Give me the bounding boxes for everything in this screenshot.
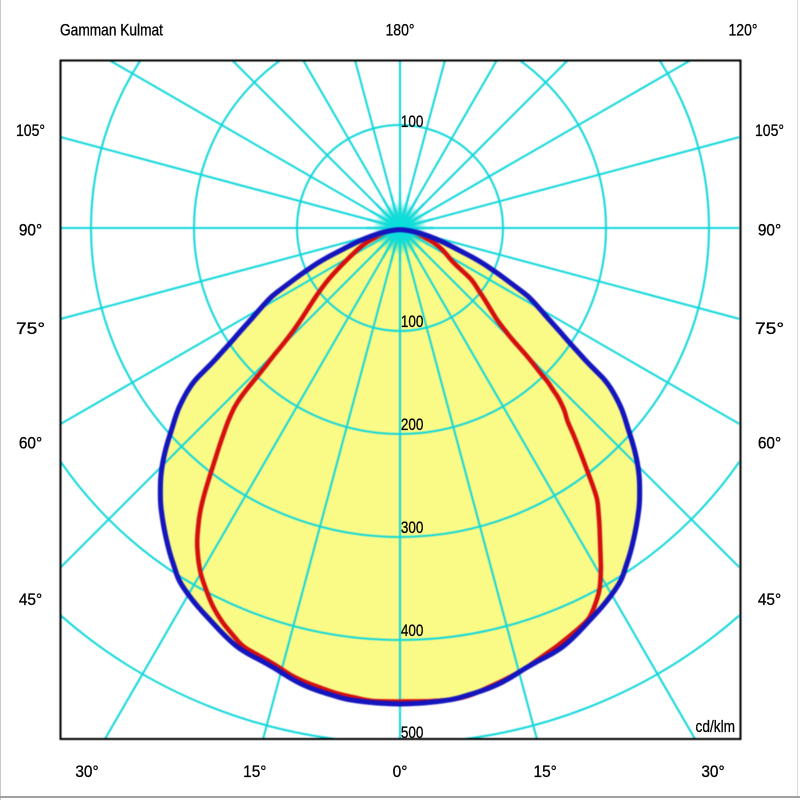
svg-text:30°: 30°: [701, 763, 724, 781]
svg-text:180°: 180°: [386, 22, 415, 40]
svg-text:45°: 45°: [758, 591, 781, 609]
svg-text:60°: 60°: [19, 435, 42, 453]
svg-text:90°: 90°: [758, 222, 781, 240]
svg-text:30°: 30°: [75, 763, 98, 781]
svg-text:120°: 120°: [729, 22, 758, 40]
svg-text:105°: 105°: [755, 122, 784, 140]
svg-text:75°: 75°: [755, 320, 784, 338]
svg-text:500: 500: [401, 724, 424, 742]
svg-text:0°: 0°: [393, 763, 408, 781]
svg-text:15°: 15°: [534, 763, 557, 781]
svg-text:100: 100: [401, 113, 424, 131]
svg-text:200: 200: [401, 416, 424, 434]
svg-text:90°: 90°: [19, 222, 42, 240]
svg-text:Gamman Kulmat: Gamman Kulmat: [60, 22, 163, 40]
svg-text:60°: 60°: [758, 435, 781, 453]
svg-text:105°: 105°: [16, 122, 45, 140]
svg-text:45°: 45°: [19, 591, 42, 609]
svg-text:400: 400: [401, 622, 424, 640]
svg-text:300: 300: [401, 519, 424, 537]
svg-text:cd/klm: cd/klm: [696, 718, 736, 736]
svg-text:15°: 15°: [243, 763, 266, 781]
svg-text:75°: 75°: [16, 320, 45, 338]
svg-text:100: 100: [401, 313, 424, 331]
